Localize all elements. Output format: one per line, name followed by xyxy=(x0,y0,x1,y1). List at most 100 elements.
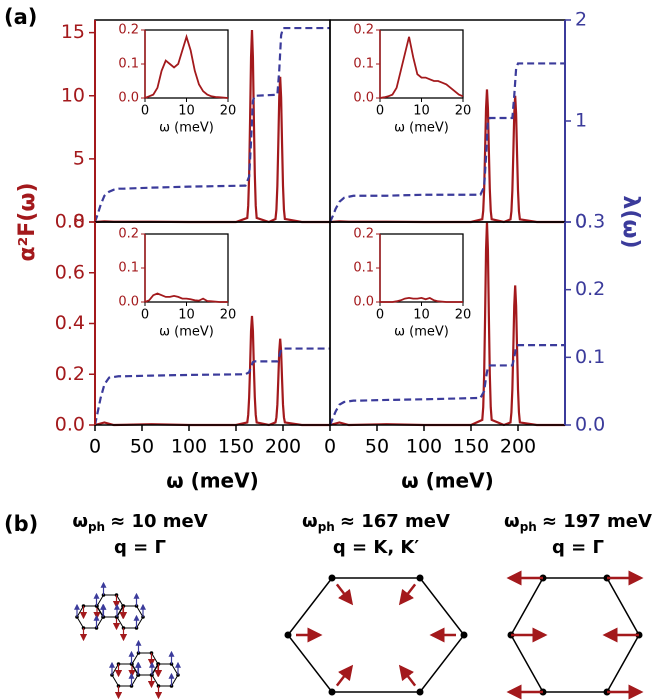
data-line xyxy=(93,347,330,426)
y-tick-label: 0.8 xyxy=(55,211,85,233)
data-line xyxy=(329,89,565,224)
data-line xyxy=(93,26,330,223)
mode-wavevector: q = Γ xyxy=(552,537,604,558)
y-tick-label: 15 xyxy=(61,21,85,43)
mode-energy: ωph ≈ 167 meV xyxy=(302,511,450,534)
y2-tick-label: 2 xyxy=(575,9,587,31)
mode-diagrams xyxy=(74,570,644,700)
x-tick-label: 150 xyxy=(453,436,489,458)
inset-x-tick-label: 20 xyxy=(220,308,237,323)
inset-line xyxy=(144,33,229,99)
y2-tick-label: 1 xyxy=(575,110,587,132)
inset-frame xyxy=(144,233,229,303)
inset-line xyxy=(380,296,463,303)
y2-tick-label: 0.2 xyxy=(575,278,605,300)
atom xyxy=(328,574,336,582)
mode-energy-value: ≈ 197 meV xyxy=(542,511,652,532)
inset-x-tick-label: 10 xyxy=(413,308,430,323)
data-line xyxy=(329,62,565,223)
y-tick-label: 0.2 xyxy=(55,363,85,385)
inset-x-axis-title: ω (meV) xyxy=(159,325,214,340)
y2-axis-title: λ(ω) xyxy=(618,195,643,248)
inset-y-tick-label: 0.2 xyxy=(118,227,139,242)
y-axis-title: α²F(ω) xyxy=(15,182,40,261)
mode-subscript: ph xyxy=(88,520,105,534)
x-tick-label: 200 xyxy=(500,436,536,458)
atom xyxy=(416,574,424,582)
mode-energy: ωph ≈ 10 meV xyxy=(72,511,207,534)
atom xyxy=(460,631,468,639)
inset-x-tick-label: 20 xyxy=(455,104,472,119)
y-tick-label: 0.4 xyxy=(55,312,85,334)
y2-tick-label: 0.3 xyxy=(575,211,605,233)
inset-x-tick-label: 10 xyxy=(178,104,195,119)
inset-y-tick-label: 0.0 xyxy=(353,295,374,310)
inset-frame xyxy=(144,29,229,99)
displacement-arrow xyxy=(398,664,417,687)
inset-x-axis-title: ω (meV) xyxy=(394,325,449,340)
panel-label: (b) xyxy=(4,512,38,536)
x-tick-label: 200 xyxy=(265,436,301,458)
inset-x-axis-title: ω (meV) xyxy=(394,121,449,136)
inset-x-tick-label: 0 xyxy=(376,308,384,323)
mode-energy: ωph ≈ 197 meV xyxy=(504,511,652,534)
mode-symbol: ω xyxy=(504,511,520,532)
mode-subscript: ph xyxy=(520,520,537,534)
displacement-arrow xyxy=(398,583,417,606)
inset-y-tick-label: 0.1 xyxy=(353,261,374,276)
mode-symbol: ω xyxy=(302,511,318,532)
atom xyxy=(328,688,336,696)
inset-x-tick-label: 10 xyxy=(178,308,195,323)
mode-energy-value: ≈ 10 meV xyxy=(110,511,208,532)
y2-tick-label: 0.1 xyxy=(575,346,605,368)
inset-y-tick-label: 0.2 xyxy=(118,23,139,38)
inset-x-tick-label: 20 xyxy=(455,308,472,323)
inset-y-tick-label: 0.0 xyxy=(353,91,374,106)
inset-y-tick-label: 0.0 xyxy=(118,295,139,310)
x-tick-label: 50 xyxy=(365,436,389,458)
x-axis-title: ω (meV) xyxy=(401,469,494,493)
data-line xyxy=(328,344,565,426)
y-tick-label: 0 xyxy=(73,211,85,233)
inset-x-tick-label: 0 xyxy=(141,308,149,323)
panel-label: (a) xyxy=(4,5,37,29)
inset-y-tick-label: 0.1 xyxy=(353,57,374,72)
y2-tick-label: 0 xyxy=(575,211,587,233)
y-tick-label: 0.6 xyxy=(55,261,85,283)
mode-subscript: ph xyxy=(318,520,335,534)
inset-y-tick-label: 0.0 xyxy=(118,91,139,106)
mode-energy-value: ≈ 167 meV xyxy=(340,511,450,532)
inset-y-tick-label: 0.2 xyxy=(353,227,374,242)
x-tick-label: 50 xyxy=(130,436,154,458)
inset-line xyxy=(144,292,228,303)
inset-frame xyxy=(379,233,464,303)
mode-wavevector: q = K, K′ xyxy=(333,537,420,558)
x-tick-label: 100 xyxy=(171,436,207,458)
x-tick-label: 0 xyxy=(89,436,101,458)
y-tick-label: 5 xyxy=(73,147,85,169)
x-tick-label: 0 xyxy=(324,436,336,458)
y2-tick-label: 0.0 xyxy=(575,414,605,436)
inset-x-tick-label: 0 xyxy=(376,104,384,119)
inset-x-tick-label: 0 xyxy=(141,104,149,119)
x-tick-label: 100 xyxy=(406,436,442,458)
inset-y-tick-label: 0.1 xyxy=(118,261,139,276)
x-tick-label: 150 xyxy=(218,436,254,458)
inset-line xyxy=(379,36,464,99)
x-axis-title: ω (meV) xyxy=(166,469,259,493)
atom xyxy=(416,688,424,696)
inset-x-tick-label: 10 xyxy=(413,104,430,119)
displacement-arrow xyxy=(335,664,354,687)
mode-symbol: ω xyxy=(72,511,88,532)
inset-y-tick-label: 0.2 xyxy=(353,23,374,38)
displacement-arrow xyxy=(335,583,354,606)
mode-wavevector: q = Γ xyxy=(114,537,166,558)
inset-y-tick-label: 0.1 xyxy=(118,57,139,72)
y-tick-label: 0.0 xyxy=(55,414,85,436)
inset-x-tick-label: 20 xyxy=(220,104,237,119)
inset-x-axis-title: ω (meV) xyxy=(159,121,214,136)
atom xyxy=(284,631,292,639)
y-tick-label: 10 xyxy=(61,84,85,106)
